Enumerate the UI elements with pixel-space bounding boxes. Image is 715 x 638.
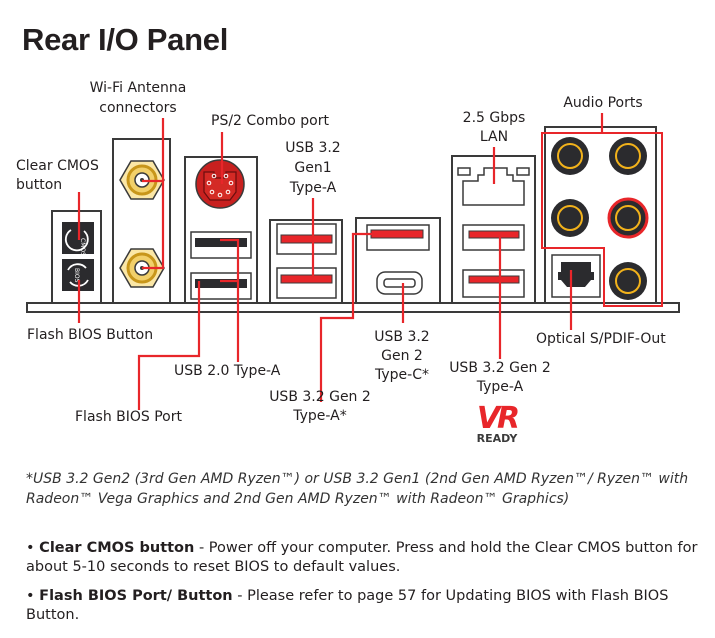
label-usb32-gen2-typec: USB 3.2 bbox=[374, 329, 429, 345]
label-usb32-gen2-typea-star: Type-A* bbox=[292, 408, 346, 424]
label-lan: LAN bbox=[480, 129, 508, 145]
label-usb32-gen1: USB 3.2 bbox=[285, 140, 340, 156]
svg-text:VR: VR bbox=[477, 401, 518, 436]
label-usb32-gen2-typea: USB 3.2 Gen 2 bbox=[449, 360, 551, 376]
bullet-text: - Please refer to page 57 for Updating B… bbox=[26, 588, 669, 623]
usb32-gen1-port bbox=[276, 267, 337, 299]
label-usb32-gen1: Type-A bbox=[289, 180, 337, 196]
audio-jack bbox=[551, 137, 589, 175]
label-optical: Optical S/PDIF-Out bbox=[536, 331, 666, 347]
usb32-gen2-typea-port bbox=[462, 224, 525, 251]
rear-io-diagram: CMOS BIOS bbox=[16, 80, 680, 445]
label-usb32-gen1: Gen1 bbox=[294, 160, 331, 176]
svg-text:READY: READY bbox=[477, 432, 519, 445]
ps2-combo-port bbox=[195, 159, 245, 209]
label-lan: 2.5 Gbps bbox=[463, 110, 526, 126]
usb20-port bbox=[190, 231, 252, 259]
bullet-term: Flash BIOS Port/ Button bbox=[39, 588, 233, 604]
label-usb32-gen2-typea: Type-A bbox=[476, 379, 524, 395]
bullet-term: Clear CMOS button bbox=[39, 540, 195, 556]
usb20-port bbox=[190, 272, 252, 300]
bullet-text: - Power off your computer. Press and hol… bbox=[26, 540, 698, 575]
label-clear-cmos: Clear CMOS bbox=[16, 158, 99, 174]
label-audio-ports: Audio Ports bbox=[563, 95, 642, 111]
audio-jack bbox=[607, 197, 649, 239]
usb32-gen2-typea-star-port bbox=[366, 224, 430, 251]
label-wifi-antenna: connectors bbox=[99, 100, 176, 116]
usb32-gen2-typea-port bbox=[462, 269, 525, 298]
bullet-flash-bios: • Flash BIOS Port/ Button - Please refer… bbox=[26, 588, 669, 623]
lan-port bbox=[457, 167, 530, 206]
label-wifi-antenna: Wi-Fi Antenna bbox=[90, 80, 187, 96]
label-usb32-gen2-typec: Gen 2 bbox=[381, 348, 423, 364]
page-title: Rear I/O Panel bbox=[22, 22, 229, 57]
label-flash-bios-port: Flash BIOS Port bbox=[75, 409, 182, 425]
label-usb20: USB 2.0 Type-A bbox=[174, 363, 281, 379]
bullet-clear-cmos: • Clear CMOS button - Power off your com… bbox=[26, 540, 698, 575]
label-usb32-gen2-typea-star: USB 3.2 Gen 2 bbox=[269, 389, 371, 405]
audio-jack bbox=[609, 137, 647, 175]
svg-text:CMOS: CMOS bbox=[79, 238, 86, 256]
label-flash-bios-button: Flash BIOS Button bbox=[27, 327, 153, 343]
svg-text:BIOS: BIOS bbox=[73, 268, 80, 283]
audio-jack bbox=[551, 199, 589, 237]
footnote: *USB 3.2 Gen2 (3rd Gen AMD Ryzen™) or US… bbox=[26, 471, 689, 507]
leader-lines bbox=[77, 113, 604, 410]
label-ps2: PS/2 Combo port bbox=[211, 113, 329, 129]
label-clear-cmos: button bbox=[16, 177, 62, 193]
vr-ready-logo: VR READY bbox=[477, 401, 521, 445]
audio-jack bbox=[609, 262, 647, 300]
audio-ports-highlight bbox=[541, 132, 663, 307]
usb32-gen2-typec-port bbox=[376, 271, 423, 295]
label-usb32-gen2-typec: Type-C* bbox=[374, 367, 429, 383]
optical-spdif-port bbox=[551, 254, 601, 298]
